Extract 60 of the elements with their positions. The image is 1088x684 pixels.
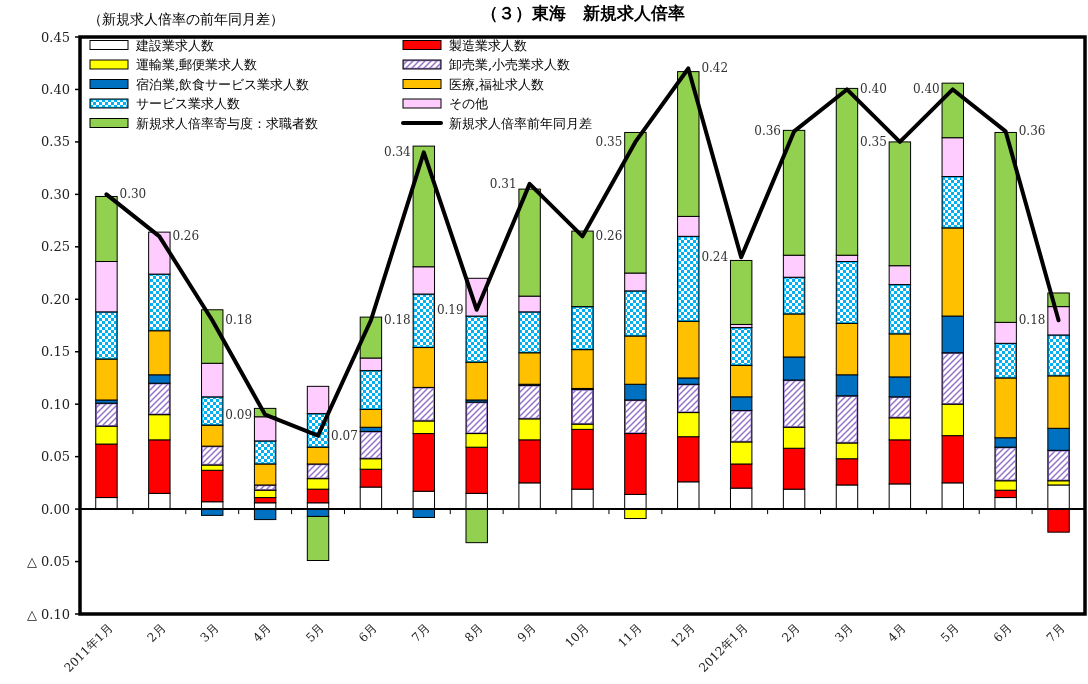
- legend-label: 運輸業,郵便業求人数: [136, 57, 258, 72]
- data-label: 0.26: [595, 229, 623, 244]
- legend-label: 新規求人倍率寄与度：求職者数: [136, 115, 318, 131]
- data-label: 0.36: [754, 124, 781, 139]
- data-label: 0.19: [436, 302, 464, 317]
- x-tick-label: 11月: [615, 621, 645, 651]
- legend-label: 新規求人倍率前年同月差: [449, 115, 592, 131]
- y-tick-label: 0.00: [41, 501, 70, 517]
- x-tick-label: 2月: [779, 621, 804, 645]
- x-tick-label: 6月: [990, 621, 1015, 645]
- data-label: 0.35: [595, 134, 623, 149]
- x-tick-label: 10月: [562, 621, 592, 651]
- x-tick-label: 2月: [144, 621, 169, 645]
- data-label: 0.36: [1018, 124, 1046, 139]
- y-tick-label: 0.30: [41, 186, 70, 202]
- y-tick-label: 0.10: [41, 396, 70, 412]
- x-tick-label: 5月: [303, 621, 327, 645]
- y-axis-title: （新規求人倍率の前年同月差）: [88, 11, 284, 27]
- x-tick-label: 5月: [937, 621, 962, 645]
- data-label: 0.31: [489, 176, 517, 191]
- data-label: 0.30: [119, 187, 147, 202]
- y-tick-label: △ 0.05: [26, 554, 70, 570]
- data-label: 0.07: [331, 428, 358, 443]
- legend-label: 卸売業,小売業求人数: [449, 57, 571, 72]
- data-label: 0.40: [860, 82, 887, 97]
- x-tick-label: 8月: [461, 621, 486, 645]
- data-label: 0.40: [912, 82, 940, 97]
- legend-label: 医療,福祉求人数: [449, 76, 545, 92]
- data-label: 0.18: [384, 313, 411, 328]
- data-label: 0.18: [225, 313, 253, 328]
- data-label: 0.35: [860, 134, 887, 149]
- y-tick-label: 0.25: [41, 239, 70, 255]
- data-label: 0.26: [172, 229, 200, 244]
- y-tick-label: 0.40: [41, 81, 70, 97]
- y-tick-label: 0.15: [41, 344, 70, 360]
- y-tick-label: 0.05: [41, 449, 70, 465]
- x-tick-label: 4月: [885, 621, 909, 645]
- data-label: 0.34: [384, 145, 412, 160]
- x-tick-label: 7月: [1043, 621, 1068, 645]
- x-tick-label: 3月: [197, 621, 222, 645]
- x-tick-label: 6月: [356, 621, 380, 645]
- data-label: 0.18: [1018, 313, 1046, 328]
- x-tick-label: 9月: [514, 621, 539, 645]
- y-tick-label: 0.20: [41, 291, 70, 307]
- x-tick-label: 4月: [250, 621, 275, 645]
- x-tick-label: 12月: [668, 621, 698, 651]
- x-tick-label: 7月: [408, 621, 433, 645]
- y-tick-label: 0.45: [41, 29, 70, 45]
- legend-label: サービス業求人数: [136, 96, 240, 111]
- legend-label: その他: [449, 96, 488, 111]
- y-tick-label: 0.35: [41, 134, 70, 150]
- x-tick-label: 3月: [832, 621, 856, 645]
- data-label: 0.42: [701, 61, 729, 76]
- data-label: 0.09: [225, 407, 253, 422]
- legend-label: 建設業求人数: [135, 37, 214, 53]
- chart-title: （３）東海 新規求人倍率: [480, 3, 685, 23]
- legend-label: 宿泊業,飲食サービス業求人数: [136, 76, 310, 92]
- legend-label: 製造業求人数: [449, 37, 527, 53]
- y-tick-label: △ 0.10: [26, 606, 70, 622]
- data-label: 0.24: [701, 250, 729, 265]
